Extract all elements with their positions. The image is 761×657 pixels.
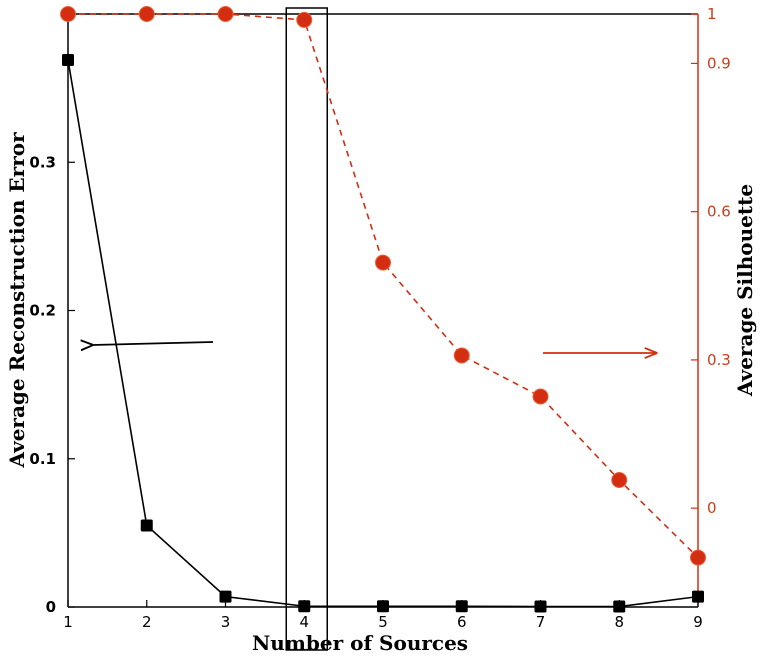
series-1-point-2 <box>140 519 153 532</box>
series-2 <box>60 6 706 566</box>
x-axis-label: Number of Sources <box>252 631 468 655</box>
series-2-point-5 <box>375 254 391 271</box>
plot-frame <box>67 13 699 608</box>
series-1-point-1 <box>62 53 74 66</box>
series-2-point-6 <box>453 347 470 364</box>
x-tick-label-2: 2 <box>142 613 152 631</box>
right-axis-label: Average Silhouette <box>733 184 757 397</box>
left-tick-label-0: 0 <box>46 598 56 616</box>
right-tick-label-0.3: 0.3 <box>707 351 731 369</box>
left-axis-label: Average Reconstruction Error <box>5 132 29 469</box>
right-axis-ticks: 0 0.3 0.6 0.9 1 <box>691 5 731 517</box>
annotation-arrows <box>92 342 656 353</box>
highlight-box-group <box>285 7 328 651</box>
left-tick-label-0.3: 0.3 <box>29 153 56 171</box>
right-tick-label-0.6: 0.6 <box>707 203 731 221</box>
right-tick-label-1: 1 <box>707 5 717 23</box>
left-tick-label-0.1: 0.1 <box>29 450 56 468</box>
x-tick-label-1: 1 <box>63 613 73 631</box>
x-tick-label-7: 7 <box>536 613 546 631</box>
series-2-point-4 <box>296 11 313 28</box>
series-2-point-9 <box>690 549 706 566</box>
series-2-point-7 <box>532 388 549 405</box>
left-axis-arrow <box>92 342 214 345</box>
series-1-line <box>67 59 699 608</box>
x-axis-ticks: 1 2 3 4 5 6 7 8 9 <box>63 600 703 631</box>
x-tick-label-9: 9 <box>693 613 703 631</box>
series-2-line <box>68 13 699 559</box>
x-tick-label-4: 4 <box>299 613 309 631</box>
left-axis-ticks: 0 0.1 0.2 0.3 <box>29 153 75 616</box>
series-1-point-3 <box>219 590 232 603</box>
x-tick-label-6: 6 <box>457 613 467 631</box>
series-2-point-1 <box>60 6 76 22</box>
series-layer <box>60 6 706 613</box>
right-tick-label-0: 0 <box>707 499 717 517</box>
highlight-box <box>285 7 328 651</box>
series-2-point-3 <box>217 6 234 22</box>
x-tick-label-8: 8 <box>614 613 624 631</box>
x-tick-label-3: 3 <box>221 613 231 631</box>
x-tick-label-5: 5 <box>378 613 388 631</box>
series-1 <box>62 53 704 613</box>
series-2-point-8 <box>611 471 628 488</box>
series-2-point-2 <box>138 6 155 22</box>
left-tick-label-0.2: 0.2 <box>29 302 56 320</box>
right-tick-label-0.9: 0.9 <box>707 54 731 72</box>
series-1-point-9 <box>692 590 704 603</box>
